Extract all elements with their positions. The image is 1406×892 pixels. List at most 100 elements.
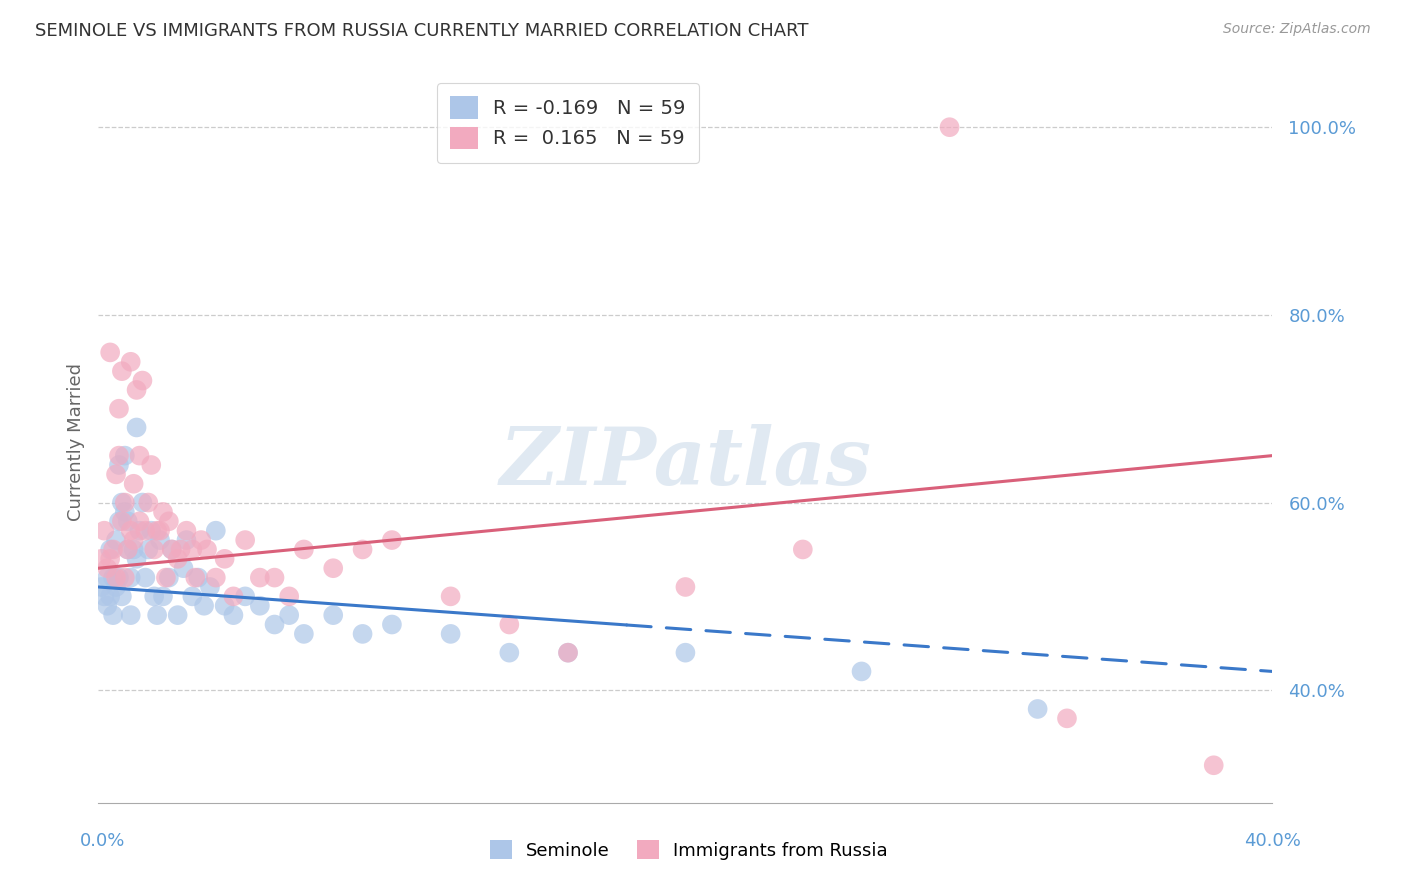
Point <box>160 542 183 557</box>
Point <box>108 571 131 585</box>
Point <box>128 449 150 463</box>
Point <box>117 542 139 557</box>
Point <box>157 514 180 528</box>
Point <box>114 449 136 463</box>
Point <box>233 590 256 604</box>
Point <box>96 599 118 613</box>
Point <box>249 571 271 585</box>
Point <box>292 627 315 641</box>
Point <box>90 580 112 594</box>
Point <box>176 524 198 538</box>
Point <box>136 495 159 509</box>
Point <box>105 467 128 482</box>
Point <box>114 495 136 509</box>
Point <box>136 542 159 557</box>
Point <box>120 355 142 369</box>
Point <box>125 420 148 434</box>
Point <box>322 608 344 623</box>
Point <box>105 580 128 594</box>
Point <box>93 524 115 538</box>
Text: SEMINOLE VS IMMIGRANTS FROM RUSSIA CURRENTLY MARRIED CORRELATION CHART: SEMINOLE VS IMMIGRANTS FROM RUSSIA CURRE… <box>35 22 808 40</box>
Point <box>105 571 128 585</box>
Point <box>205 524 228 538</box>
Point <box>278 590 301 604</box>
Legend: Seminole, Immigrants from Russia: Seminole, Immigrants from Russia <box>482 833 896 867</box>
Point <box>233 533 256 547</box>
Point <box>184 571 207 585</box>
Point <box>439 627 461 641</box>
Point <box>214 599 236 613</box>
Text: 0.0%: 0.0% <box>80 832 125 850</box>
Point <box>108 458 131 472</box>
Point <box>166 608 188 623</box>
Point <box>125 383 148 397</box>
Point <box>93 590 115 604</box>
Point <box>381 533 404 547</box>
Point <box>108 514 131 528</box>
Point <box>134 524 156 538</box>
Point <box>149 524 172 538</box>
Point <box>166 551 188 566</box>
Text: Source: ZipAtlas.com: Source: ZipAtlas.com <box>1223 22 1371 37</box>
Point <box>120 524 142 538</box>
Point <box>98 551 121 566</box>
Point <box>181 590 204 604</box>
Point <box>1056 711 1078 725</box>
Point <box>263 571 285 585</box>
Point <box>101 608 124 623</box>
Y-axis label: Currently Married: Currently Married <box>66 362 84 521</box>
Point <box>90 551 112 566</box>
Point <box>111 590 134 604</box>
Point <box>292 542 315 557</box>
Point <box>125 551 148 566</box>
Point <box>146 608 169 623</box>
Point <box>101 571 124 585</box>
Text: ZIPatlas: ZIPatlas <box>499 425 872 502</box>
Point <box>96 571 118 585</box>
Point <box>352 627 374 641</box>
Point <box>117 542 139 557</box>
Point <box>141 458 163 472</box>
Point <box>263 617 285 632</box>
Point <box>146 524 169 538</box>
Point <box>120 571 142 585</box>
Point <box>131 374 153 388</box>
Point <box>143 542 166 557</box>
Point <box>96 561 118 575</box>
Point <box>149 533 172 547</box>
Point <box>187 571 209 585</box>
Point <box>214 551 236 566</box>
Point <box>105 533 128 547</box>
Point <box>160 542 183 557</box>
Point <box>198 580 221 594</box>
Point <box>108 401 131 416</box>
Point <box>111 495 134 509</box>
Point <box>101 542 124 557</box>
Point <box>108 449 131 463</box>
Point <box>222 590 245 604</box>
Point <box>1026 702 1049 716</box>
Point <box>131 495 153 509</box>
Text: 40.0%: 40.0% <box>1244 832 1301 850</box>
Legend: R = -0.169   N = 59, R =  0.165   N = 59: R = -0.169 N = 59, R = 0.165 N = 59 <box>437 83 699 162</box>
Point <box>143 590 166 604</box>
Point <box>169 542 191 557</box>
Point <box>222 608 245 623</box>
Point <box>155 571 177 585</box>
Point <box>205 571 228 585</box>
Point <box>114 571 136 585</box>
Point <box>176 533 198 547</box>
Point <box>122 533 145 547</box>
Point <box>498 646 520 660</box>
Point <box>792 542 814 557</box>
Point <box>152 505 174 519</box>
Point <box>134 571 156 585</box>
Point <box>557 646 579 660</box>
Point <box>98 345 121 359</box>
Point <box>152 590 174 604</box>
Point <box>128 524 150 538</box>
Point <box>439 590 461 604</box>
Point <box>195 542 218 557</box>
Point <box>111 514 134 528</box>
Point <box>181 542 204 557</box>
